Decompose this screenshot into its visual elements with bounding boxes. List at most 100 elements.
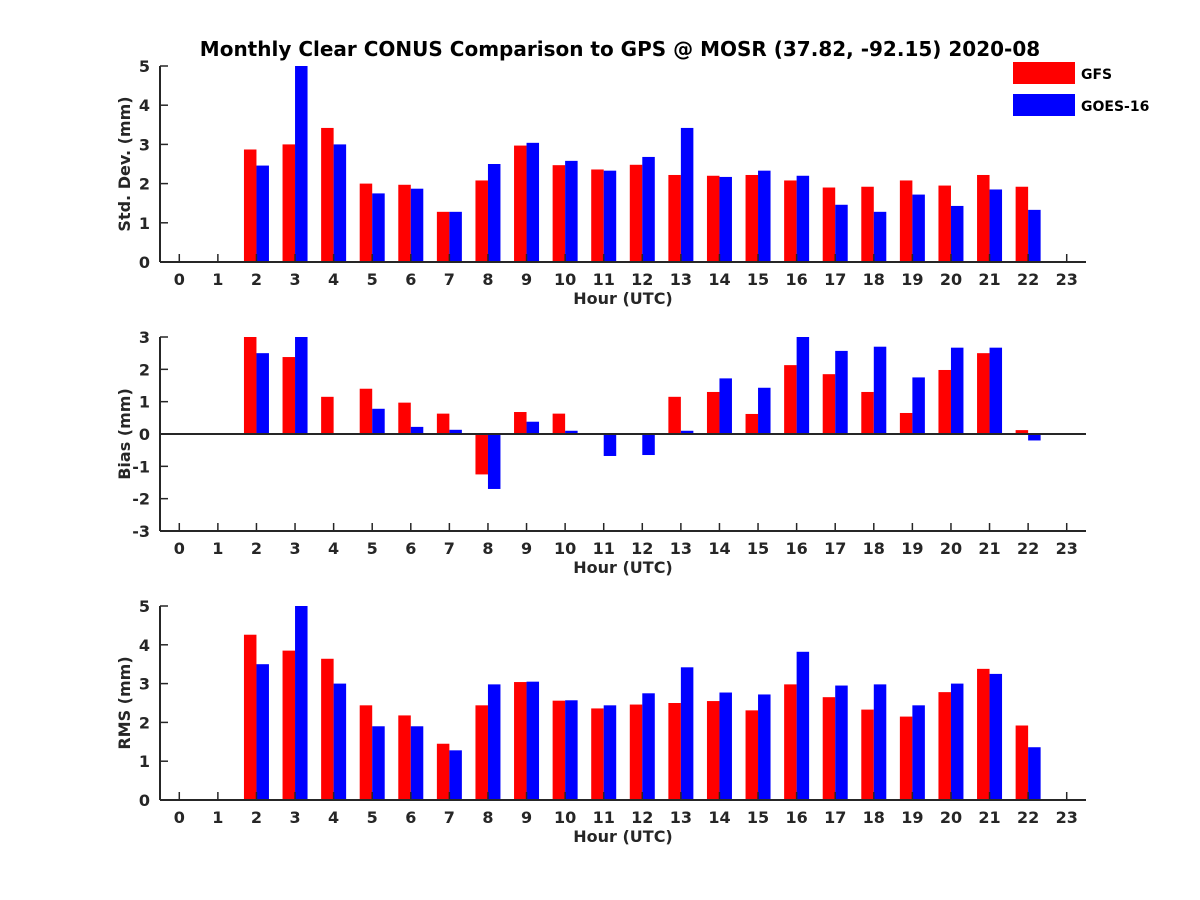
std-dev-x-tick-label: 18: [863, 270, 885, 289]
std-dev-bar-gfs-20: [938, 185, 951, 262]
std-dev-x-tick-label: 5: [367, 270, 378, 289]
bias-bar-goes16-11: [603, 434, 617, 456]
bias-bar-goes16-13: [680, 430, 694, 434]
std-dev-bar-goes16-2: [256, 165, 269, 262]
bias-x-tick-label: 2: [251, 539, 262, 558]
std-dev-y-tick-label: 4: [139, 96, 150, 115]
rms-x-tick-label: 11: [593, 808, 615, 827]
rms-bar-gfs-18: [861, 709, 874, 800]
rms-bar-gfs-2: [243, 634, 257, 800]
rms-x-tick-label: 6: [405, 808, 416, 827]
rms-bar-gfs-17: [822, 697, 836, 800]
std-dev-bar-gfs-22: [1015, 186, 1029, 262]
std-dev-y-tick-label: 5: [139, 57, 150, 76]
rms-bar-gfs-19: [899, 716, 913, 800]
rms-bar-gfs-5: [359, 705, 373, 800]
bias-x-tick-label: 15: [747, 539, 769, 558]
bias-y-tick-label: -1: [132, 457, 150, 476]
rms-x-tick-label: 14: [708, 808, 730, 827]
rms-bar-gfs-9: [514, 682, 527, 800]
rms-bar-gfs-16: [784, 684, 797, 800]
rms-x-tick-label: 18: [863, 808, 885, 827]
std-dev-bar-gfs-16: [784, 180, 797, 262]
rms-y-tick-label: 3: [139, 675, 150, 694]
std-dev-bar-goes16-18: [873, 211, 887, 262]
bias-bar-goes16-18: [873, 346, 887, 434]
std-dev-y-tick-label: 2: [139, 175, 150, 194]
bias-bar-goes16-14: [719, 378, 732, 434]
std-dev-x-tick-label: 2: [251, 270, 262, 289]
std-dev-y-axis-label: Std. Dev. (mm): [115, 96, 134, 231]
bias-bar-gfs-15: [745, 413, 759, 434]
rms-x-tick-label: 17: [824, 808, 846, 827]
bias-bar-gfs-4: [321, 396, 334, 434]
rms-bar-gfs-11: [591, 708, 604, 800]
bias-bar-gfs-10: [552, 413, 566, 434]
std-dev-bar-goes16-7: [449, 211, 462, 262]
std-dev-bar-goes16-9: [526, 142, 540, 262]
bias-bar-gfs-22: [1015, 430, 1029, 434]
bias-x-tick-label: 17: [824, 539, 846, 558]
std-dev-bar-goes16-5: [372, 193, 385, 262]
std-dev-y-tick-label: 1: [139, 214, 150, 233]
bias-y-tick-label: -2: [132, 490, 150, 509]
rms-bar-gfs-15: [745, 710, 759, 800]
std-dev-x-tick-label: 20: [940, 270, 962, 289]
rms-bar-gfs-13: [668, 703, 681, 800]
std-dev-bar-gfs-7: [436, 211, 450, 262]
bias-bar-goes16-3: [295, 337, 308, 434]
rms-x-tick-label: 9: [521, 808, 532, 827]
bias-x-tick-label: 19: [901, 539, 923, 558]
bias-x-tick-label: 23: [1056, 539, 1078, 558]
std-dev-bar-gfs-5: [359, 183, 373, 262]
rms-bar-goes16-2: [256, 664, 269, 800]
std-dev-bar-goes16-12: [642, 156, 655, 262]
bias-bar-gfs-2: [243, 337, 257, 434]
bias-bar-goes16-12: [642, 434, 655, 456]
rms-bar-gfs-3: [282, 650, 296, 800]
std-dev-x-tick-label: 21: [978, 270, 1000, 289]
bias-x-tick-label: 0: [174, 539, 185, 558]
rms-bar-goes16-18: [873, 684, 887, 800]
rms-y-tick-label: 5: [139, 597, 150, 616]
std-dev-x-axis-label: Hour (UTC): [573, 289, 673, 308]
legend-swatch-gfs: [1013, 62, 1075, 84]
bias-bar-gfs-19: [899, 412, 913, 434]
rms-bar-goes16-14: [719, 692, 732, 800]
bias-bar-goes16-7: [449, 429, 462, 434]
std-dev-bar-gfs-14: [706, 175, 720, 262]
legend-label-gfs: GFS: [1081, 67, 1112, 83]
bias-y-axis-label: Bias (mm): [115, 388, 134, 480]
std-dev-bar-goes16-13: [680, 127, 694, 262]
std-dev-x-tick-label: 11: [593, 270, 615, 289]
bias-y-tick-label: 0: [139, 425, 150, 444]
std-dev-bar-gfs-6: [398, 184, 411, 262]
std-dev-bar-gfs-4: [321, 127, 334, 262]
bias-x-tick-label: 9: [521, 539, 532, 558]
std-dev-bar-goes16-3: [295, 66, 308, 262]
bias-x-tick-label: 18: [863, 539, 885, 558]
std-dev-x-tick-label: 13: [670, 270, 692, 289]
bias-x-tick-label: 4: [328, 539, 339, 558]
bias-x-tick-label: 20: [940, 539, 962, 558]
bias-bar-goes16-21: [989, 347, 1003, 434]
bias-x-tick-label: 1: [212, 539, 223, 558]
rms-bar-goes16-15: [758, 694, 771, 800]
std-dev-x-tick-label: 1: [212, 270, 223, 289]
bias-bar-gfs-7: [436, 413, 450, 434]
bias-series-gfs: [243, 337, 1029, 475]
bias-x-tick-label: 14: [708, 539, 730, 558]
bias-y-tick-label: -3: [132, 522, 150, 541]
bias-bar-gfs-5: [359, 388, 373, 434]
std-dev-bar-goes16-6: [410, 188, 424, 262]
std-dev-x-tick-label: 16: [785, 270, 807, 289]
bias-x-tick-label: 11: [593, 539, 615, 558]
bias-bar-gfs-17: [822, 374, 836, 434]
std-dev-bar-gfs-13: [668, 174, 681, 262]
bias-y-tick-label: 2: [139, 360, 150, 379]
bias-bar-gfs-21: [977, 353, 990, 434]
std-dev-series-gfs: [243, 127, 1029, 262]
std-dev-bar-gfs-3: [282, 144, 296, 262]
bias-bar-goes16-19: [912, 377, 925, 434]
